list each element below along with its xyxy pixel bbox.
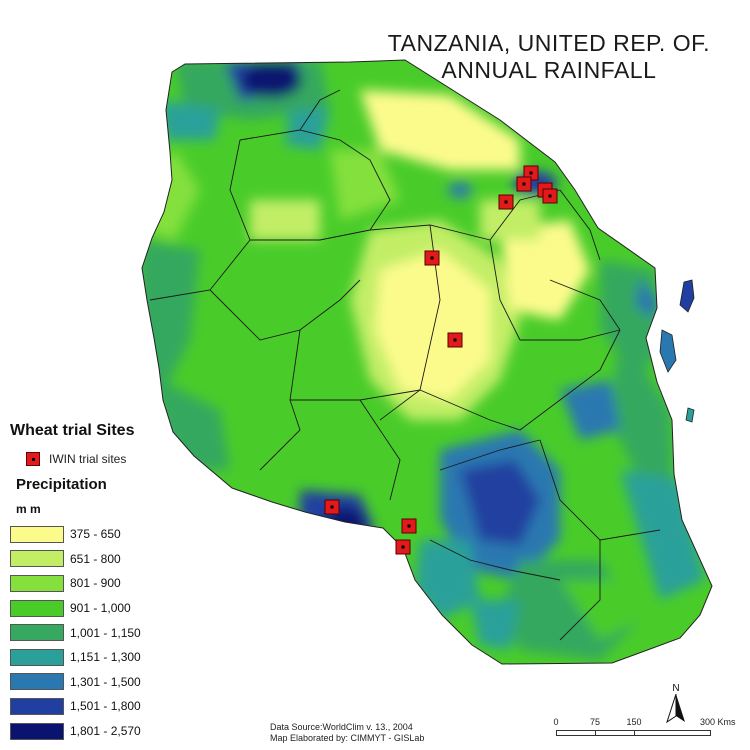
- legend-class-swatch: [10, 673, 64, 691]
- trial-site-icon: [26, 452, 40, 466]
- legend-class-swatch: [10, 599, 64, 617]
- north-letter: N: [672, 683, 680, 694]
- map-title-line1: TANZANIA, UNITED REP. OF.: [387, 30, 710, 56]
- trial-site-marker: [498, 194, 514, 210]
- legend-class-row: 1,301 - 1,500: [10, 670, 170, 695]
- legend-class-swatch: [10, 624, 64, 642]
- credits-data-source: Data Source:WorldClim v. 13., 2004: [270, 722, 413, 732]
- legend-class-swatch: [10, 525, 64, 543]
- trial-site-marker: [395, 539, 411, 555]
- north-arrow-icon: [666, 693, 685, 724]
- scale-label-0: 0: [553, 717, 559, 727]
- trial-site-marker: [324, 499, 340, 515]
- map-title-line2: ANNUAL RAINFALL: [441, 57, 657, 83]
- legend-site-label: IWIN trial sites: [49, 452, 127, 466]
- map-title: TANZANIA, UNITED REP. OF. ANNUAL RAINFAL…: [388, 30, 710, 84]
- legend-class-row: 801 - 900: [10, 571, 170, 596]
- legend-class-swatch: [10, 697, 64, 715]
- pemba-island: [679, 279, 695, 313]
- legend-class-row: 1,151 - 1,300: [10, 645, 170, 670]
- legend-class-label: 1,151 - 1,300: [70, 650, 141, 665]
- legend-class-swatch: [10, 574, 64, 592]
- credits-elaborated-by: Map Elaborated by: CIMMYT - GISLab: [270, 733, 425, 743]
- trial-site-marker: [516, 176, 532, 192]
- scale-label-75: 75: [589, 717, 601, 727]
- legend-class-row: 901 - 1,000: [10, 596, 170, 621]
- legend-sites-heading: Wheat trial Sites: [10, 422, 135, 439]
- legend-site-entry: IWIN trial sites: [26, 449, 170, 469]
- legend-class-row: 375 - 650: [10, 522, 170, 547]
- legend-class-label: 1,301 - 1,500: [70, 674, 141, 689]
- scale-tick: [595, 730, 596, 736]
- legend-class-label: 901 - 1,000: [70, 601, 131, 616]
- legend-class-swatch: [10, 550, 64, 568]
- legend-class-label: 375 - 650: [70, 527, 121, 542]
- legend-class-label: 801 - 900: [70, 576, 121, 591]
- scale-bar-line: [556, 730, 711, 736]
- zanzibar-island: [659, 329, 677, 373]
- trial-site-marker: [424, 250, 440, 266]
- legend-class-row: 1,801 - 2,570: [10, 719, 170, 744]
- legend: Wheat trial Sites IWIN trial sites Preci…: [10, 422, 170, 743]
- legend-class-row: 651 - 800: [10, 547, 170, 572]
- north-arrow: N: [665, 683, 687, 728]
- legend-class-row: 1,501 - 1,800: [10, 694, 170, 719]
- legend-class-list: 375 - 650 651 - 800 801 - 900 901 - 1,000 1,…: [10, 522, 170, 743]
- trial-site-marker: [447, 332, 463, 348]
- legend-precip-heading: Precipitation: [16, 476, 107, 493]
- legend-class-swatch: [10, 648, 64, 666]
- scale-bar: 0 75 150 300 Kms: [553, 717, 736, 747]
- legend-class-row: 1,001 - 1,150: [10, 620, 170, 645]
- legend-class-label: 1,501 - 1,800: [70, 699, 141, 714]
- legend-unit: m m: [16, 502, 41, 516]
- legend-class-label: 1,801 - 2,570: [70, 724, 141, 739]
- legend-class-label: 1,001 - 1,150: [70, 625, 141, 640]
- trial-sites-layer: [324, 165, 558, 555]
- legend-class-swatch: [10, 722, 64, 740]
- trial-site-marker: [542, 188, 558, 204]
- scale-label-150: 150: [626, 717, 642, 727]
- scale-label-300: 300 Kms: [700, 717, 736, 727]
- credits: Data Source:WorldClim v. 13., 2004 Map E…: [270, 722, 424, 744]
- legend-class-label: 651 - 800: [70, 551, 121, 566]
- trial-site-marker: [401, 518, 417, 534]
- scale-tick: [634, 730, 635, 736]
- mafia-island: [685, 407, 695, 423]
